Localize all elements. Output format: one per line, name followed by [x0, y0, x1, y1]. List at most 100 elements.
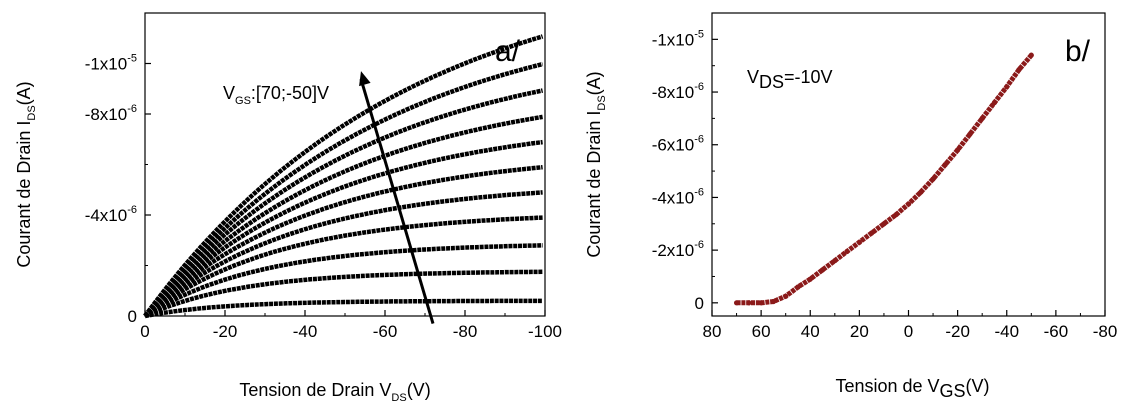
- panel-b-y-tick-mantissa: -4x10: [652, 188, 695, 207]
- panel-a-annotation: VGS:[70;-50]V: [223, 83, 329, 107]
- panel-b-x-axis-label: Tension de VGS(V): [835, 376, 989, 401]
- panel-a-series-line: [143, 215, 543, 318]
- panel-a-annotation-main: V: [223, 83, 235, 103]
- panel-b-plot-frame: [711, 12, 1106, 317]
- panel-b-y-tick-exponent: -6: [694, 186, 704, 198]
- panel-a-series-curve: [143, 34, 544, 318]
- panel-b-data-point: [967, 131, 973, 137]
- panel-a-arrow: [359, 71, 435, 324]
- panel-a-xlabel-sub: DS: [391, 392, 406, 404]
- panel-a: 0 -20 -40 -60 -80 -1000-4x10-6-8x10-6-1x10-5 …: [14, 12, 562, 404]
- panel-b-series: [733, 52, 1034, 306]
- panel-b-y-tick-mantissa: -8x10: [652, 83, 695, 102]
- panel-b-data-point: [856, 239, 862, 245]
- panel-b: 80 60 40 20 0 -20 -40 -60 -800-2x10-6-4x10-6-6x1…: [584, 12, 1118, 401]
- panel-b-data-point: [1028, 52, 1034, 58]
- panel-b-y-tick-mantissa: -2x10: [652, 241, 695, 260]
- panel-b-x-tick-label: -60: [1044, 322, 1069, 341]
- panel-a-y-tick-label: 0: [128, 307, 137, 326]
- panel-a-series-line: [144, 269, 543, 319]
- panel-a-x-tick-label: 0: [140, 322, 149, 341]
- panel-a-y-tick-exponent: -6: [127, 103, 137, 115]
- panel-b-data-point: [869, 230, 875, 236]
- panel-a-series-curve: [143, 190, 543, 318]
- panel-b-data-point: [979, 115, 985, 121]
- panel-a-y-tick-mantissa: -1x10: [85, 55, 128, 74]
- panel-b-y-tick-mantissa: -6x10: [652, 136, 695, 155]
- panel-a-y-tick-label: -4x10-6: [85, 204, 137, 225]
- panel-a-xlabel-main: Tension de Drain V: [239, 380, 391, 400]
- panel-b-data-point: [1004, 84, 1010, 90]
- panel-a-series-line: [143, 34, 544, 318]
- panel-b-data-point: [807, 276, 813, 282]
- panel-b-x-tick-label: -40: [994, 322, 1019, 341]
- panel-b-data-point: [795, 284, 801, 290]
- panel-b-data-point: [991, 99, 998, 106]
- panel-a-ylabel-tail: (A): [14, 81, 34, 105]
- panel-b-data-point: [746, 300, 752, 306]
- panel-a-series-curve: [144, 298, 543, 319]
- panel-b-xlabel-tail: (V): [966, 376, 990, 396]
- panel-b-x-tick-label: 20: [850, 322, 869, 341]
- panel-a-x-axis-label: Tension de Drain VDS(V): [239, 380, 430, 404]
- panel-b-y-tick-exponent: -6: [694, 239, 704, 251]
- panel-b-y-tick-exponent: -6: [694, 81, 704, 93]
- panel-a-ylabel-sub: DS: [26, 105, 38, 120]
- panel-b-data-point: [844, 248, 850, 255]
- panel-b-y-tick-mantissa: -1x10: [652, 30, 695, 49]
- panel-a-x-tick-label: -20: [213, 322, 238, 341]
- panel-b-ylabel-tail: (A): [584, 71, 604, 95]
- panel-a-series-curve: [143, 114, 543, 318]
- panel-b-data-point: [942, 161, 948, 168]
- panel-b-data-point: [733, 300, 740, 306]
- panel-a-series-line: [143, 243, 543, 318]
- panel-a-series-curve: [144, 269, 543, 319]
- panel-b-xlabel-main: Tension de V: [835, 376, 939, 396]
- panel-a-series-line: [143, 88, 544, 318]
- panel-b-annotation-main: V: [747, 67, 759, 87]
- panel-b-annotation-sub: DS: [759, 72, 784, 92]
- arrow-head: [359, 71, 371, 87]
- panel-a-annotation-tail: :[70;-50]V: [251, 83, 329, 103]
- panel-b-x-tick-label: 0: [904, 322, 913, 341]
- panel-b-data-point: [893, 211, 899, 218]
- arrow-shaft: [359, 78, 435, 324]
- panel-b-ylabel-sub: DS: [596, 95, 608, 110]
- panel-b-x-tick-label: -20: [945, 322, 970, 341]
- panel-b-y-tick-label: -4x10-6: [652, 186, 704, 207]
- panel-a-x-tick-label: -100: [528, 322, 562, 341]
- panel-a-series-line: [144, 298, 543, 319]
- panel-a-annotation-sub: GS: [235, 95, 251, 107]
- panel-a-series-line: [143, 114, 543, 318]
- panel-a-series-line: [143, 164, 543, 318]
- panel-b-y-tick-label: -1x10-5: [652, 28, 704, 49]
- panel-b-data-point: [758, 300, 764, 306]
- panel-a-y-tick-exponent: -5: [127, 53, 137, 65]
- panel-b-ticks: 80 60 40 20 0 -20 -40 -60 -800-2x10-6-4x10-6-6x1…: [652, 28, 1118, 341]
- panel-a-label: a/: [495, 35, 521, 68]
- panel-b-y-tick-label: 0: [695, 294, 704, 313]
- panel-a-series-curve: [143, 139, 543, 318]
- panel-b-y-tick-label: -6x10-6: [652, 134, 704, 155]
- panel-a-y-tick-mantissa: -8x10: [85, 105, 128, 124]
- panel-b-annotation-tail: =-10V: [784, 67, 833, 87]
- panel-a-y-tick-label: -1x10-5: [85, 53, 137, 74]
- panel-a-series-line: [143, 139, 543, 318]
- panel-b-y-axis-label: Courant de Drain IDS(A): [584, 71, 608, 257]
- panel-a-series-curve: [143, 215, 543, 318]
- panel-b-x-tick-label: 40: [801, 322, 820, 341]
- panel-a-series-curve: [143, 61, 544, 318]
- panel-b-x-tick-label: -80: [1093, 322, 1118, 341]
- panel-a-series-curve: [143, 88, 544, 318]
- panel-a-y-tick-mantissa: -4x10: [85, 206, 128, 225]
- panel-b-y-tick-exponent: -6: [694, 134, 704, 146]
- panel-a-series-curve: [143, 164, 543, 318]
- panel-a-y-axis-label: Courant de Drain IDS(A): [14, 81, 38, 267]
- panel-b-data-point: [819, 267, 826, 273]
- panel-a-x-tick-label: -60: [373, 322, 398, 341]
- panel-b-data-point: [783, 293, 789, 299]
- panel-a-xlabel-tail: (V): [407, 380, 431, 400]
